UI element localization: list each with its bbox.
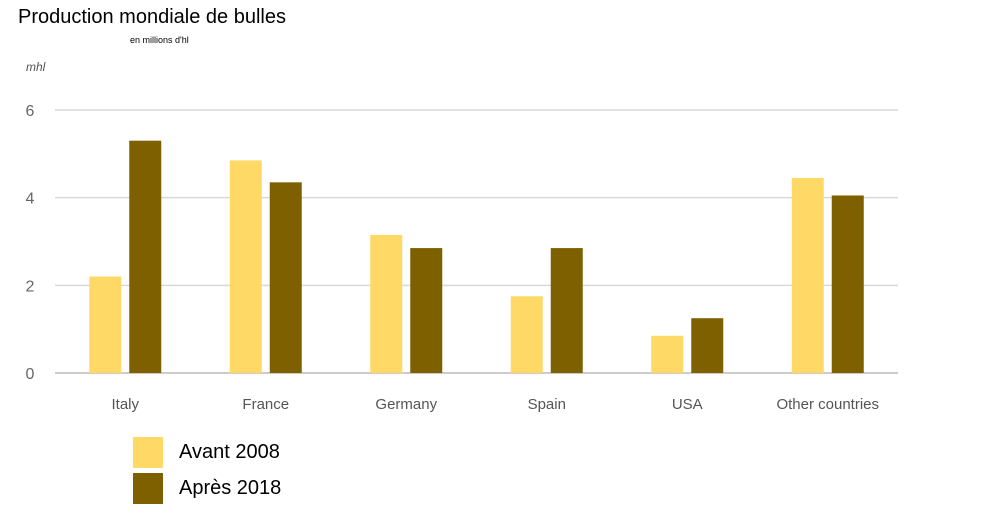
legend-swatch [133, 436, 163, 468]
bar [510, 296, 543, 373]
bar [89, 276, 122, 373]
bar [129, 140, 162, 373]
x-tick-label: Italy [111, 396, 139, 413]
chart-title: Production mondiale de bulles [18, 6, 286, 28]
x-tick-label: Germany [375, 396, 437, 413]
bar [269, 182, 302, 373]
y-axis-unit-label: mhl [26, 60, 46, 74]
legend-label: Après 2018 [179, 476, 282, 499]
x-tick-label: France [242, 396, 289, 413]
y-tick-labels: 0 2 4 6 [26, 103, 35, 383]
legend-label: Avant 2008 [179, 440, 280, 463]
bars [89, 140, 864, 373]
x-tick-labels: Italy France Germany Spain USA Other countrie… [111, 396, 879, 413]
bar [651, 335, 684, 373]
bar [229, 160, 262, 373]
legend-item-series-2: Après 2018 [133, 470, 281, 506]
bar [831, 195, 864, 373]
bar [370, 234, 403, 373]
legend: Avant 2008 Après 2018 [133, 434, 281, 506]
bar [550, 248, 583, 373]
x-tick-label: Other countries [776, 396, 879, 413]
x-tick-label: Spain [528, 396, 566, 413]
bar [791, 177, 824, 373]
legend-item-series-1: Avant 2008 [133, 434, 281, 470]
y-tick-label: 2 [26, 278, 35, 295]
bar [691, 318, 724, 373]
bar [410, 248, 443, 373]
y-tick-label: 4 [26, 191, 35, 208]
x-tick-label: USA [672, 396, 703, 413]
chart-subtitle: en millions d'hl [130, 35, 189, 45]
y-tick-label: 6 [26, 103, 35, 120]
legend-swatch [133, 472, 163, 504]
y-tick-label: 0 [26, 366, 35, 383]
gridlines [55, 109, 898, 374]
